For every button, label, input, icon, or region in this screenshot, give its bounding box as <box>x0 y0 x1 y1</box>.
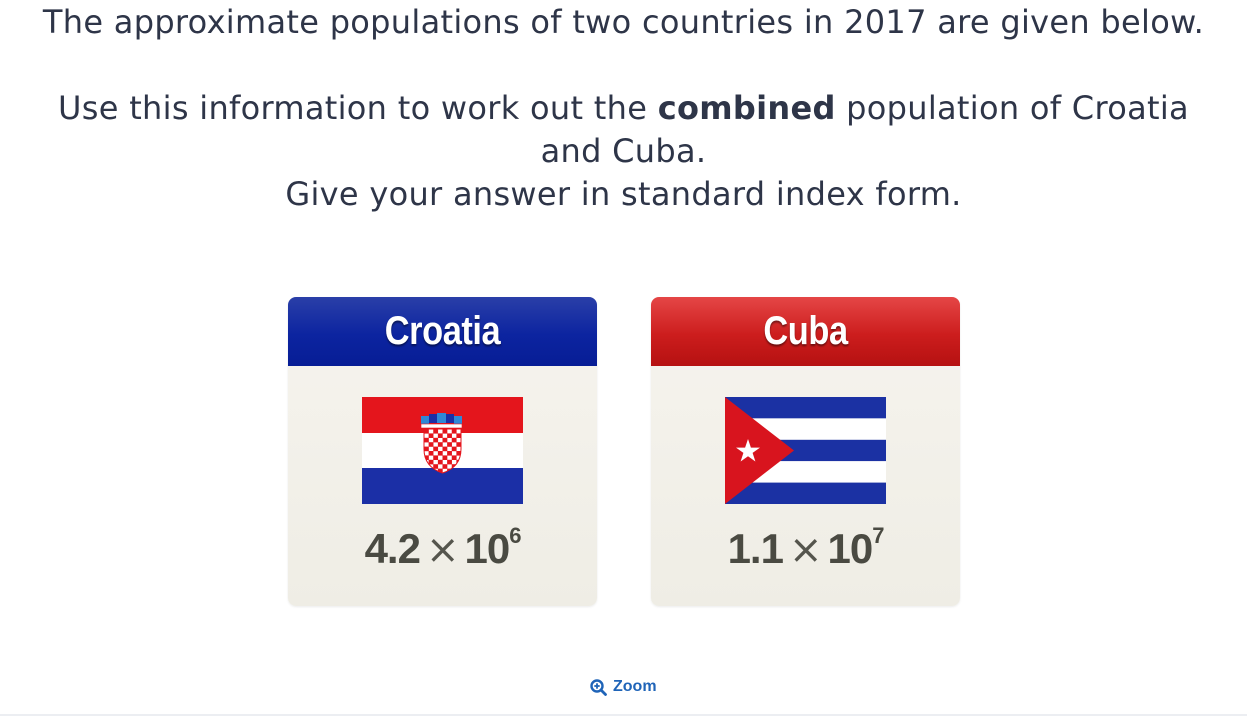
question-text-1: The approximate populations of two count… <box>42 3 1205 41</box>
croatia-card-title: Croatia <box>384 309 501 353</box>
question-text-2c: and Cuba. <box>540 132 707 170</box>
question-text-3: Give your answer in standard index form. <box>285 175 962 213</box>
question-line-3: Give your answer in standard index form. <box>0 173 1247 216</box>
croatia-card: Croatia 4.2 × 106 <box>288 297 597 606</box>
croatia-card-header: Croatia <box>288 297 597 366</box>
question-text-2a: Use this information to work out the <box>58 89 658 127</box>
question-emphasis: combined <box>657 89 836 127</box>
zoom-in-icon <box>590 678 607 696</box>
cuba-times-sign: × <box>788 527 823 573</box>
cuba-card-header: Cuba <box>651 297 960 366</box>
croatia-base: 10 <box>464 525 510 572</box>
question-text-2b: population of Croatia <box>835 89 1189 127</box>
cuba-flag-icon <box>725 397 886 504</box>
cuba-population: 1.1 × 107 <box>651 523 960 574</box>
cuba-exponent: 7 <box>872 523 884 548</box>
croatia-flag-icon <box>362 397 523 504</box>
question-line-2: Use this information to work out the com… <box>0 87 1247 173</box>
cuba-card: Cuba 1.1 × 107 <box>651 297 960 606</box>
cuba-card-title: Cuba <box>763 309 848 353</box>
cuba-mantissa: 1.1 <box>727 525 784 572</box>
zoom-button[interactable]: Zoom <box>590 678 657 696</box>
cuba-base: 10 <box>827 525 873 572</box>
croatia-times-sign: × <box>425 527 460 573</box>
croatia-mantissa: 4.2 <box>364 525 421 572</box>
bottom-divider <box>0 714 1247 716</box>
croatia-exponent: 6 <box>509 523 521 548</box>
croatia-population: 4.2 × 106 <box>288 523 597 574</box>
zoom-label: Zoom <box>613 678 657 695</box>
question-line-1: The approximate populations of two count… <box>0 1 1247 44</box>
